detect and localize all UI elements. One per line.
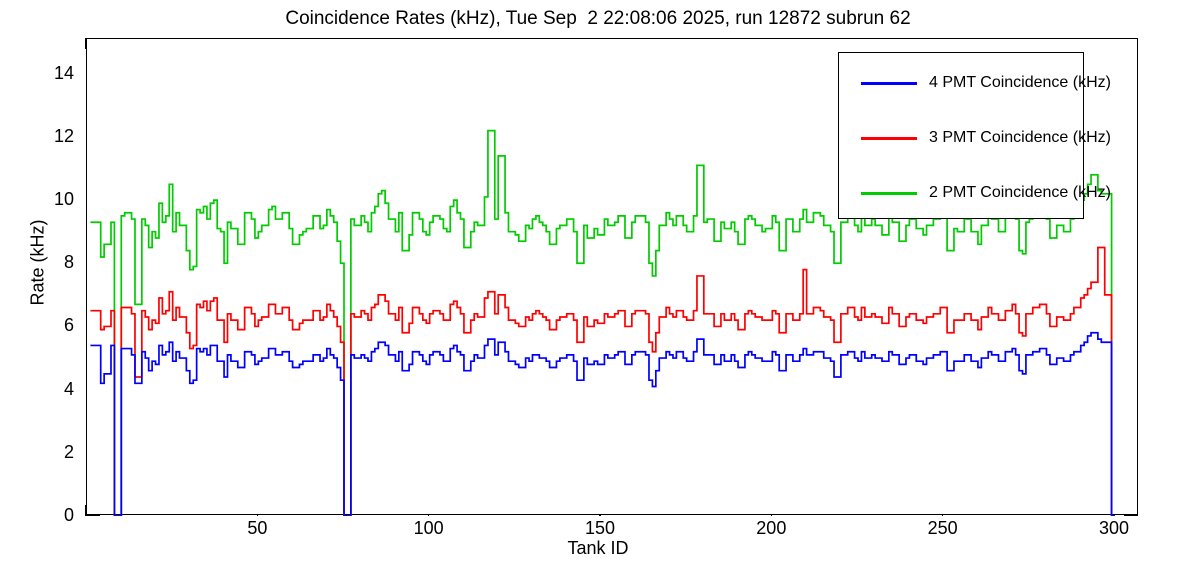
y-tick-label: 2	[63, 441, 74, 462]
series-line	[90, 246, 1116, 516]
series-line	[90, 129, 1116, 516]
legend-box: 4 PMT Coincidence (kHz) 3 PMT Coincidence…	[838, 52, 1111, 219]
y-tick-label: 14	[53, 62, 74, 83]
y-tick-label: 8	[63, 252, 74, 273]
x-axis-title: Tank ID	[567, 538, 629, 558]
x-tick-label: 300	[1098, 518, 1130, 538]
x-tick-label: 50	[247, 518, 268, 538]
legend-label: 2 PMT Coincidence (kHz)	[929, 184, 1111, 201]
series-line	[90, 331, 1116, 516]
y-tick-label: 0	[63, 505, 74, 525]
y-tick-label: 6	[63, 315, 74, 336]
y-tick-label: 10	[53, 189, 74, 210]
x-tick-label: 250	[927, 518, 958, 538]
x-tick-label: 100	[413, 518, 444, 538]
legend-color-swatch	[861, 82, 917, 85]
y-tick-label: 4	[63, 378, 74, 399]
y-tick-label: 12	[53, 125, 74, 146]
x-tick-label: 150	[584, 518, 616, 538]
legend-label: 3 PMT Coincidence (kHz)	[929, 129, 1111, 146]
legend-color-swatch	[861, 192, 917, 195]
plot-canvas	[90, 129, 1116, 516]
legend-entry[interactable]: 4 PMT Coincidence (kHz)	[839, 71, 1111, 95]
x-tick-major	[85, 504, 87, 516]
legend-entry[interactable]: 3 PMT Coincidence (kHz)	[839, 126, 1111, 150]
legend-label: 4 PMT Coincidence (kHz)	[929, 74, 1111, 91]
x-tick-label: 200	[756, 518, 787, 538]
legend-color-swatch	[861, 137, 917, 140]
x-tick-major-top	[85, 38, 87, 49]
legend-entry[interactable]: 2 PMT Coincidence (kHz)	[839, 181, 1111, 205]
page-title: Coincidence Rates (kHz), Tue Sep 2 22:08…	[285, 8, 911, 29]
